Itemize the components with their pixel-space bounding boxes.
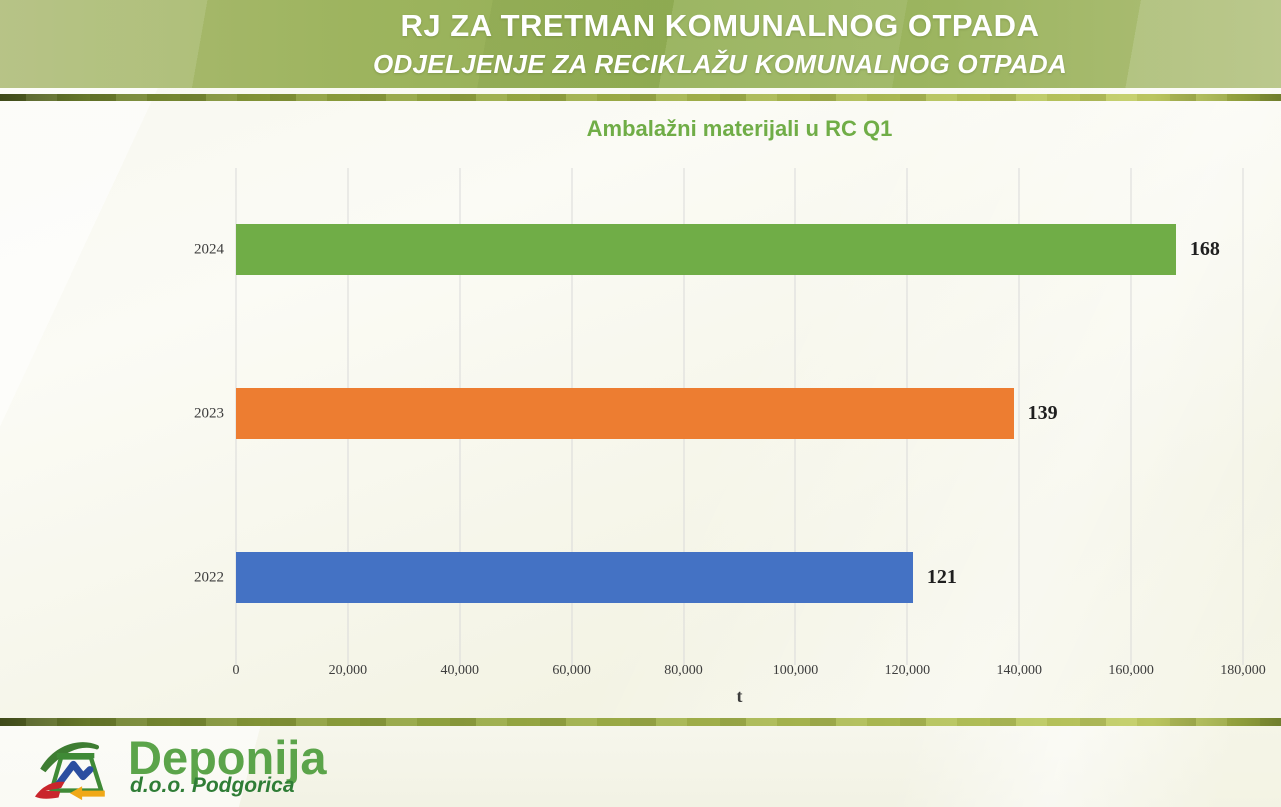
logo-subtext: d.o.o. Podgorica xyxy=(130,774,295,797)
x-tick-label: 160,000 xyxy=(1108,663,1154,678)
x-tick-label: 100,000 xyxy=(772,663,819,678)
bar-2022 xyxy=(236,552,913,604)
x-axis-title: t xyxy=(736,686,743,706)
bar-row-2023: 2023 139 xyxy=(194,332,1243,496)
x-tick-label: 120,000 xyxy=(884,663,931,678)
x-tick-label: 180,000 xyxy=(1220,663,1266,678)
header-title: RJ ZA TRETMAN KOMUNALNOG OTPADA xyxy=(400,8,1040,43)
bottom-separator-stripe xyxy=(0,718,1281,726)
gridline xyxy=(1130,168,1132,665)
bar-row-2022: 2022 121 xyxy=(194,496,1243,660)
bar-row-2024: 2024 168 xyxy=(194,168,1243,332)
x-tick-label: 60,000 xyxy=(552,663,591,678)
x-tick-label: 140,000 xyxy=(996,663,1042,678)
bar-2023 xyxy=(236,388,1014,440)
x-tick-label: 0 xyxy=(232,663,240,678)
header-banner: RJ ZA TRETMAN KOMUNALNOG OTPADA ODJELJEN… xyxy=(0,0,1281,88)
gridline xyxy=(1018,168,1020,665)
logo-text-block: Deponija d.o.o. Podgorica xyxy=(128,734,326,796)
data-label: 139 xyxy=(1027,402,1058,425)
logo-wordmark: Deponija xyxy=(128,731,327,784)
data-label: 121 xyxy=(926,566,957,589)
x-tick-label: 80,000 xyxy=(664,663,703,678)
category-label: 2024 xyxy=(194,241,224,258)
footer: Deponija d.o.o. Podgorica xyxy=(0,726,1281,807)
plot-area: 2024 168 2023 139 2022 121 xyxy=(194,168,1244,665)
top-separator-stripe xyxy=(0,94,1281,101)
header-subtitle: ODJELJENJE ZA RECIKLAŽU KOMUNALNOG OTPAD… xyxy=(372,49,1068,79)
category-label: 2022 xyxy=(194,569,224,586)
data-label: 168 xyxy=(1189,238,1220,261)
x-tick-label: 40,000 xyxy=(440,663,480,678)
gridline xyxy=(1242,168,1244,665)
chart-title: Ambalažni materijali u RC Q1 xyxy=(586,116,893,141)
bar-2024 xyxy=(236,224,1176,276)
deponija-logo-icon xyxy=(34,742,105,801)
company-logo: Deponija d.o.o. Podgorica xyxy=(28,730,326,804)
header-text-block: RJ ZA TRETMAN KOMUNALNOG OTPADA ODJELJEN… xyxy=(175,6,1265,82)
x-axis-tick-labels: 0 20,000 40,000 60,000 80,000 100,000 120,000 1… xyxy=(232,663,1266,681)
category-label: 2023 xyxy=(194,405,224,422)
x-tick-label: 20,000 xyxy=(328,663,368,678)
